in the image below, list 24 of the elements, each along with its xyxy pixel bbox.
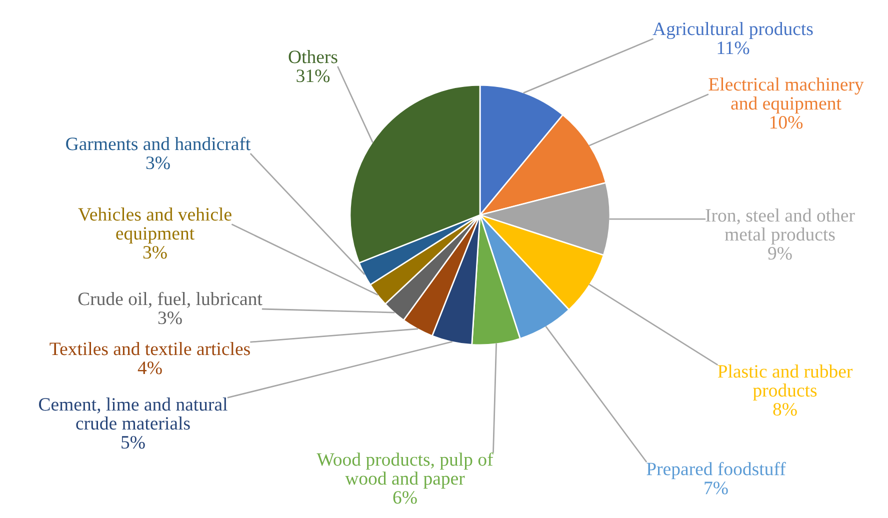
- data-label: 11%: [718, 42, 750, 54]
- data-label: 10%: [770, 116, 803, 129]
- data-label: 9%: [768, 246, 792, 260]
- data-label: 5%: [122, 436, 145, 449]
- slice-label: Crude oil, fuel, lubricant: [78, 292, 262, 308]
- slice-label: Vehicles and vehicle equipment: [78, 208, 232, 244]
- slice-label: Others: [288, 50, 338, 64]
- data-label: 7%: [704, 482, 728, 494]
- slice-label: Wood products, pulp of wood and paper: [316, 452, 494, 489]
- data-label: 8%: [773, 402, 797, 416]
- data-label: 3%: [158, 312, 182, 324]
- slice-label: Prepared foodstuff: [646, 462, 786, 480]
- data-label: 4%: [138, 362, 162, 374]
- slice-label: Cement, lime and natural crude materials: [39, 398, 228, 430]
- slice-label: Plastic and rubber products: [718, 364, 853, 400]
- slice-label: Textiles and textile articles: [50, 342, 250, 356]
- slice-label: Electrical machinery and equipment: [708, 78, 864, 114]
- data-label: 3%: [146, 156, 170, 170]
- slice-label: Garments and handicraft: [66, 136, 251, 150]
- data-label: 6%: [393, 491, 417, 504]
- slice-label: Iron, steel and other metal products: [706, 208, 855, 244]
- slice-label: Agricultural products: [652, 22, 813, 40]
- data-label: 3%: [143, 246, 167, 259]
- data-label: 31%: [296, 70, 330, 82]
